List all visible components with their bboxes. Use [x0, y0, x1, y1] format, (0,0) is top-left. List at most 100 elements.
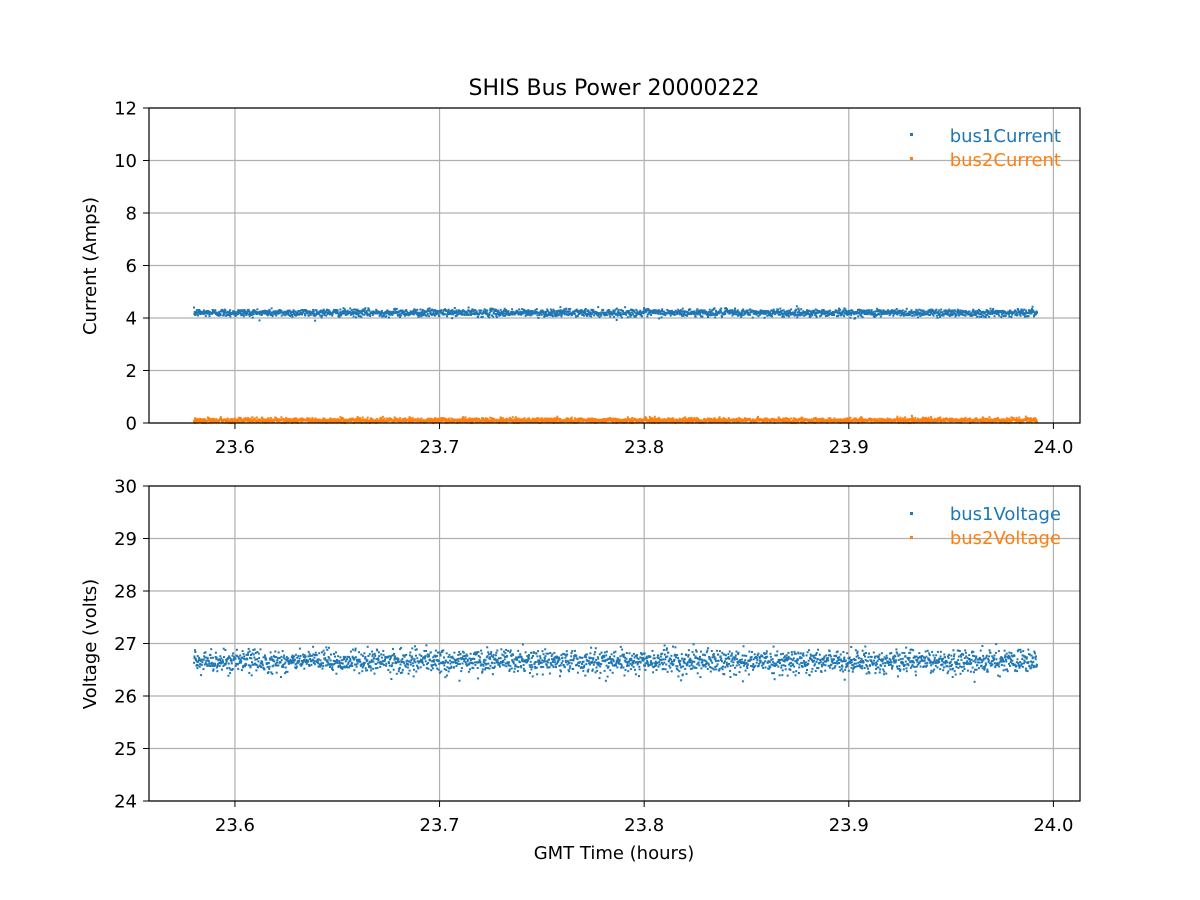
- data-point: [980, 316, 983, 318]
- data-point: [567, 314, 570, 317]
- data-point: [404, 310, 407, 313]
- data-point: [413, 308, 416, 311]
- data-point: [461, 310, 464, 313]
- data-point: [679, 309, 682, 312]
- data-point: [578, 309, 581, 312]
- data-point: [264, 311, 267, 314]
- data-point: [1008, 417, 1011, 420]
- data-point: [766, 314, 769, 317]
- data-point: [245, 313, 248, 316]
- data-point: [320, 316, 323, 319]
- data-point: [669, 314, 672, 317]
- data-point: [681, 314, 684, 317]
- data-point: [827, 314, 830, 317]
- data-point: [231, 312, 234, 315]
- data-point: [508, 416, 511, 419]
- data-point: [660, 316, 663, 319]
- data-point: [354, 316, 357, 319]
- data-point: [820, 314, 823, 317]
- data-point: [280, 419, 282, 422]
- data-point: [219, 313, 222, 315]
- data-point: [726, 308, 728, 311]
- data-point: [964, 314, 967, 317]
- data-point: [986, 419, 989, 422]
- data-point: [456, 418, 459, 421]
- data-point: [361, 312, 363, 315]
- data-point: [234, 311, 237, 314]
- data-point: [417, 313, 419, 316]
- data-point: [397, 314, 400, 317]
- data-point: [217, 312, 219, 315]
- data-point: [271, 315, 274, 318]
- data-point: [650, 419, 653, 422]
- data-point: [502, 311, 504, 314]
- data-point: [657, 416, 660, 419]
- data-point: [193, 420, 196, 423]
- series-bus1Current: [193, 305, 1038, 322]
- data-point: [681, 420, 684, 423]
- data-point: [1018, 310, 1021, 313]
- data-point: [374, 418, 377, 421]
- data-point: [271, 313, 274, 316]
- data-point: [781, 313, 784, 316]
- data-point: [588, 314, 591, 317]
- data-point: [261, 416, 264, 419]
- data-point: [777, 313, 780, 316]
- data-point: [611, 313, 614, 316]
- data-point: [601, 311, 604, 314]
- data-point: [612, 312, 614, 315]
- data-point: [262, 420, 265, 423]
- data-point: [494, 313, 497, 315]
- data-point: [999, 418, 1002, 421]
- data-point: [215, 418, 218, 421]
- data-point: [366, 312, 369, 315]
- data-point: [346, 311, 349, 314]
- data-point: [718, 417, 721, 420]
- data-point: [820, 419, 823, 422]
- data-point: [285, 418, 288, 421]
- data-point: [436, 417, 439, 420]
- data-point: [405, 309, 408, 311]
- data-point: [870, 309, 873, 312]
- data-point: [460, 311, 463, 314]
- data-point: [522, 418, 525, 421]
- data-point: [630, 314, 633, 316]
- data-point: [863, 420, 866, 423]
- data-point: [918, 308, 921, 311]
- data-point: [814, 313, 817, 316]
- data-point: [976, 309, 979, 312]
- data-point: [974, 310, 977, 313]
- data-point: [749, 308, 752, 311]
- data-point: [893, 418, 896, 421]
- data-point: [280, 310, 282, 313]
- data-point: [648, 312, 651, 315]
- data-point: [515, 420, 518, 423]
- data-point: [490, 420, 493, 423]
- data-point: [524, 314, 527, 317]
- data-point: [558, 421, 560, 424]
- data-point: [420, 311, 422, 314]
- data-point: [886, 417, 889, 420]
- data-point: [921, 314, 924, 316]
- data-point: [728, 312, 731, 315]
- data-point: [583, 310, 586, 313]
- data-point: [966, 418, 969, 421]
- data-point: [474, 309, 477, 312]
- data-point: [450, 417, 453, 420]
- series-bus2Current: [193, 414, 1038, 424]
- data-point: [613, 309, 616, 312]
- data-point: [360, 420, 363, 423]
- data-point: [620, 309, 623, 311]
- data-point: [380, 309, 383, 312]
- data-point: [868, 309, 871, 312]
- data-point: [994, 312, 997, 314]
- data-point: [872, 311, 875, 313]
- data-point: [438, 315, 441, 318]
- data-point: [871, 313, 874, 316]
- data-point: [891, 311, 894, 314]
- data-point: [410, 421, 413, 424]
- data-point: [462, 313, 465, 316]
- data-point: [281, 421, 284, 424]
- data-point: [645, 417, 648, 420]
- data-point: [360, 315, 363, 318]
